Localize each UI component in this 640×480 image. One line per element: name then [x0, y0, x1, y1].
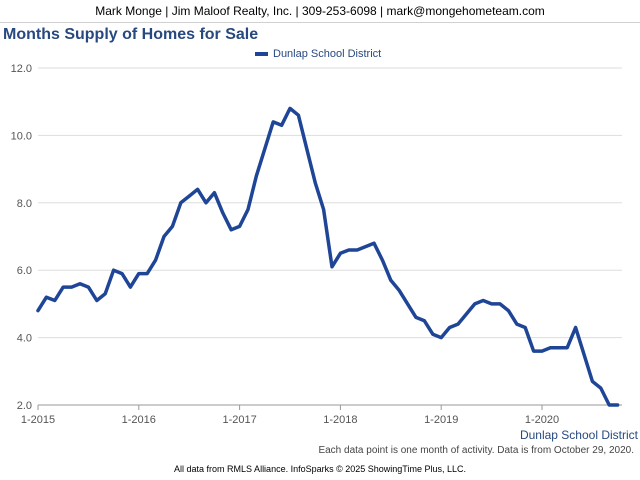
chart-legend: Dunlap School District — [255, 46, 381, 62]
y-tick-label: 2.0 — [17, 400, 32, 412]
y-tick-label: 10.0 — [11, 130, 32, 142]
x-tick-label: 1-2019 — [424, 414, 458, 426]
legend-label: Dunlap School District — [273, 48, 382, 60]
chart-title: Months Supply of Homes for Sale — [3, 26, 259, 43]
y-tick-label: 12.0 — [11, 63, 32, 75]
x-tick-label: 1-2017 — [222, 414, 256, 426]
x-tick-label: 1-2018 — [323, 414, 357, 426]
y-tick-label: 4.0 — [17, 333, 32, 345]
legend-swatch — [255, 52, 268, 56]
data-source-credit: All data from RMLS Alliance. InfoSparks … — [174, 464, 466, 474]
x-tick-label: 1-2016 — [122, 414, 156, 426]
header-contact-bar: Mark Monge | Jim Maloof Realty, Inc. | 3… — [0, 0, 640, 23]
x-tick-label: 1-2020 — [525, 414, 559, 426]
axis-series-label: Dunlap School District — [519, 428, 638, 442]
x-tick-label: 1-2015 — [21, 414, 55, 426]
y-tick-label: 6.0 — [17, 265, 32, 277]
series-line — [36, 106, 620, 407]
y-tick-label: 8.0 — [17, 198, 32, 210]
header-contact-text: Mark Monge | Jim Maloof Realty, Inc. | 3… — [95, 4, 545, 18]
chart-footnote: Each data point is one month of activity… — [318, 445, 634, 456]
